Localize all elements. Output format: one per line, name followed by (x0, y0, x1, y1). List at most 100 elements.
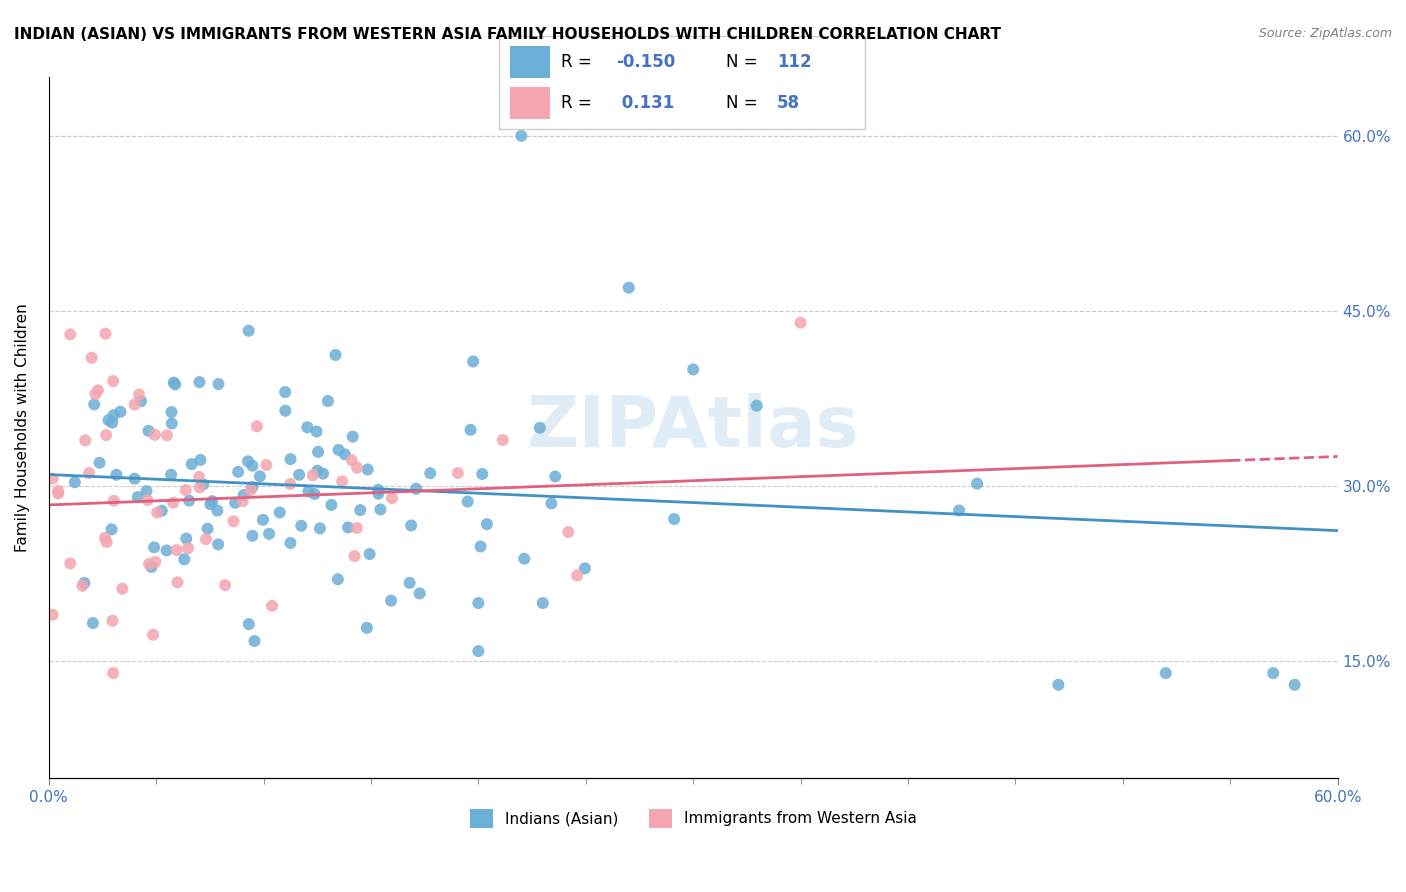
Point (179, 493, 201, 508)
Point (141, 560, 163, 574)
Point (467, 596, 489, 610)
Point (160, 467, 183, 482)
Point (340, 453, 363, 467)
Point (301, 468, 323, 483)
Point (745, 399, 768, 413)
Point (89, 456, 111, 470)
Point (346, 460, 368, 475)
Point (143, 427, 166, 442)
Point (222, 514, 245, 528)
Point (226, 465, 249, 479)
Point (349, 503, 371, 517)
Point (59, 327, 82, 342)
Point (197, 522, 219, 536)
Point (288, 467, 311, 482)
Point (492, 433, 515, 447)
Point (457, 494, 479, 508)
Point (540, 496, 562, 510)
Point (662, 512, 685, 526)
Point (207, 537, 229, 551)
Point (207, 503, 229, 517)
Point (316, 394, 339, 409)
Point (110, 405, 132, 419)
Point (195, 532, 218, 546)
Point (574, 561, 596, 575)
Point (337, 520, 360, 534)
Point (160, 417, 183, 431)
Point (242, 458, 264, 473)
Point (405, 482, 427, 496)
Point (617, 281, 640, 295)
Point (246, 419, 269, 434)
Point (207, 377, 229, 392)
Point (232, 488, 254, 502)
Point (470, 540, 492, 554)
Point (214, 578, 236, 592)
Point (103, 408, 125, 422)
Text: -0.150: -0.150 (616, 53, 675, 70)
Point (136, 493, 159, 508)
Point (83, 397, 105, 411)
Point (200, 497, 222, 511)
Point (333, 447, 356, 461)
Point (63, 475, 86, 490)
Point (278, 477, 301, 491)
Point (138, 424, 160, 438)
Point (188, 470, 211, 484)
Point (290, 518, 312, 533)
Point (80, 351, 103, 365)
Text: R =: R = (561, 53, 598, 70)
Point (101, 614, 124, 628)
Point (274, 385, 297, 400)
Point (166, 543, 188, 558)
Point (75, 434, 97, 448)
Point (408, 586, 430, 600)
Point (232, 494, 254, 508)
Point (173, 552, 195, 566)
Point (529, 421, 551, 435)
Point (330, 475, 353, 489)
Point (155, 543, 177, 558)
Point (1284, 678, 1306, 692)
Point (128, 387, 150, 401)
Point (193, 477, 215, 491)
Point (370, 502, 392, 516)
Point (177, 541, 200, 556)
Point (41, 607, 63, 622)
Point (94, 531, 117, 545)
Text: ZIPAtlas: ZIPAtlas (527, 393, 859, 462)
Point (111, 582, 134, 596)
Text: N =: N = (725, 53, 762, 70)
Point (297, 420, 319, 434)
Point (163, 376, 186, 390)
Point (531, 596, 554, 610)
Point (343, 549, 366, 563)
Point (142, 628, 165, 642)
Point (1154, 666, 1177, 681)
Point (124, 472, 146, 486)
Point (513, 551, 536, 566)
Point (180, 457, 202, 471)
Point (419, 467, 441, 481)
Point (127, 490, 149, 504)
Point (381, 491, 404, 506)
Point (567, 568, 589, 582)
Point (475, 517, 498, 532)
Point (460, 423, 482, 437)
Point (166, 575, 188, 590)
Point (463, 354, 485, 368)
Point (146, 506, 169, 520)
Point (398, 575, 420, 590)
Point (252, 513, 274, 527)
Point (103, 493, 125, 508)
Text: 58: 58 (778, 95, 800, 112)
Point (162, 496, 184, 510)
Point (96, 535, 118, 549)
Point (156, 428, 179, 442)
Point (342, 429, 364, 443)
Text: R =: R = (561, 95, 598, 112)
Y-axis label: Family Households with Children: Family Households with Children (15, 303, 30, 552)
Bar (510, 46, 550, 78)
Point (143, 555, 166, 569)
Point (103, 374, 125, 388)
